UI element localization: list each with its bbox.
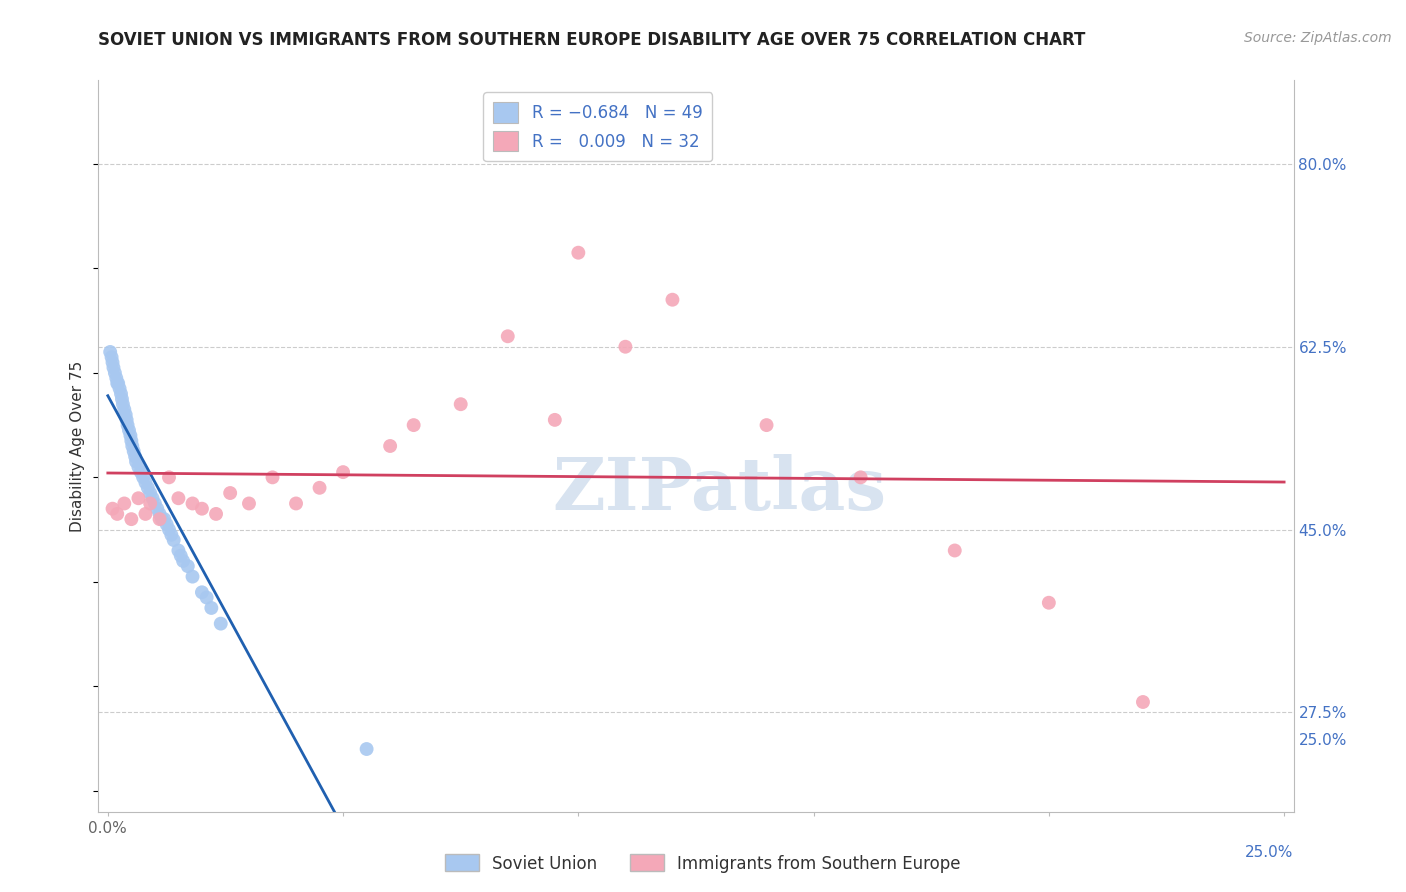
Point: [105, 507, 128, 521]
Point: [755, 418, 778, 433]
Point: [332, 465, 354, 479]
Point: [191, 585, 214, 599]
Point: [195, 591, 218, 605]
Point: [153, 512, 176, 526]
Point: [200, 601, 222, 615]
Point: [378, 439, 401, 453]
Point: [115, 413, 138, 427]
Point: [149, 512, 172, 526]
Point: [132, 470, 155, 484]
Point: [191, 501, 214, 516]
Point: [107, 376, 129, 391]
Point: [167, 543, 190, 558]
Point: [219, 486, 242, 500]
Point: [150, 512, 173, 526]
Point: [118, 423, 141, 437]
Point: [177, 559, 200, 574]
Point: [100, 350, 122, 364]
Point: [108, 382, 131, 396]
Point: [117, 418, 139, 433]
Point: [544, 413, 567, 427]
Point: [105, 371, 128, 385]
Point: [149, 507, 172, 521]
Legend: R = −0.684   N = 49, R =   0.009   N = 32: R = −0.684 N = 49, R = 0.009 N = 32: [484, 92, 713, 161]
Point: [127, 459, 149, 474]
Point: [105, 376, 128, 391]
Point: [139, 496, 162, 510]
Point: [101, 355, 124, 369]
Point: [136, 481, 159, 495]
Point: [103, 360, 125, 375]
Point: [146, 501, 169, 516]
Point: [308, 481, 330, 495]
Point: [141, 491, 163, 506]
Text: Source: ZipAtlas.com: Source: ZipAtlas.com: [1244, 31, 1392, 45]
Point: [112, 402, 135, 417]
Point: [112, 496, 135, 510]
Point: [450, 397, 472, 411]
Point: [143, 496, 166, 510]
Point: [262, 470, 284, 484]
Point: [181, 496, 204, 510]
Point: [1038, 596, 1060, 610]
Point: [614, 340, 637, 354]
Point: [160, 528, 183, 542]
Point: [101, 501, 124, 516]
Point: [120, 428, 142, 442]
Point: [156, 517, 179, 532]
Point: [181, 569, 204, 583]
Point: [567, 245, 589, 260]
Point: [124, 450, 146, 464]
Point: [127, 491, 149, 506]
Point: [238, 496, 260, 510]
Point: [134, 507, 156, 521]
Point: [167, 491, 190, 506]
Point: [120, 512, 142, 526]
Point: [1132, 695, 1154, 709]
Point: [356, 742, 378, 756]
Point: [139, 486, 162, 500]
Point: [157, 523, 180, 537]
Point: [110, 386, 132, 401]
Point: [111, 397, 134, 411]
Point: [170, 549, 193, 563]
Point: [849, 470, 872, 484]
Point: [943, 543, 966, 558]
Point: [285, 496, 308, 510]
Legend: Soviet Union, Immigrants from Southern Europe: Soviet Union, Immigrants from Southern E…: [439, 847, 967, 880]
Point: [205, 507, 228, 521]
Point: [125, 455, 148, 469]
Point: [172, 554, 194, 568]
Point: [209, 616, 232, 631]
Point: [661, 293, 683, 307]
Point: [163, 533, 186, 547]
Y-axis label: Disability Age Over 75: Disability Age Over 75: [70, 360, 86, 532]
Point: [120, 434, 142, 448]
Point: [402, 418, 425, 433]
Text: SOVIET UNION VS IMMIGRANTS FROM SOUTHERN EUROPE DISABILITY AGE OVER 75 CORRELATI: SOVIET UNION VS IMMIGRANTS FROM SOUTHERN…: [98, 31, 1085, 49]
Point: [98, 345, 121, 359]
Point: [121, 439, 143, 453]
Point: [129, 465, 152, 479]
Point: [496, 329, 519, 343]
Text: 25.0%: 25.0%: [1246, 845, 1294, 860]
Point: [111, 392, 134, 406]
Point: [157, 470, 180, 484]
Text: ZIPatlas: ZIPatlas: [553, 454, 887, 525]
Point: [134, 475, 156, 490]
Point: [122, 444, 145, 458]
Point: [104, 366, 127, 380]
Point: [114, 408, 136, 422]
